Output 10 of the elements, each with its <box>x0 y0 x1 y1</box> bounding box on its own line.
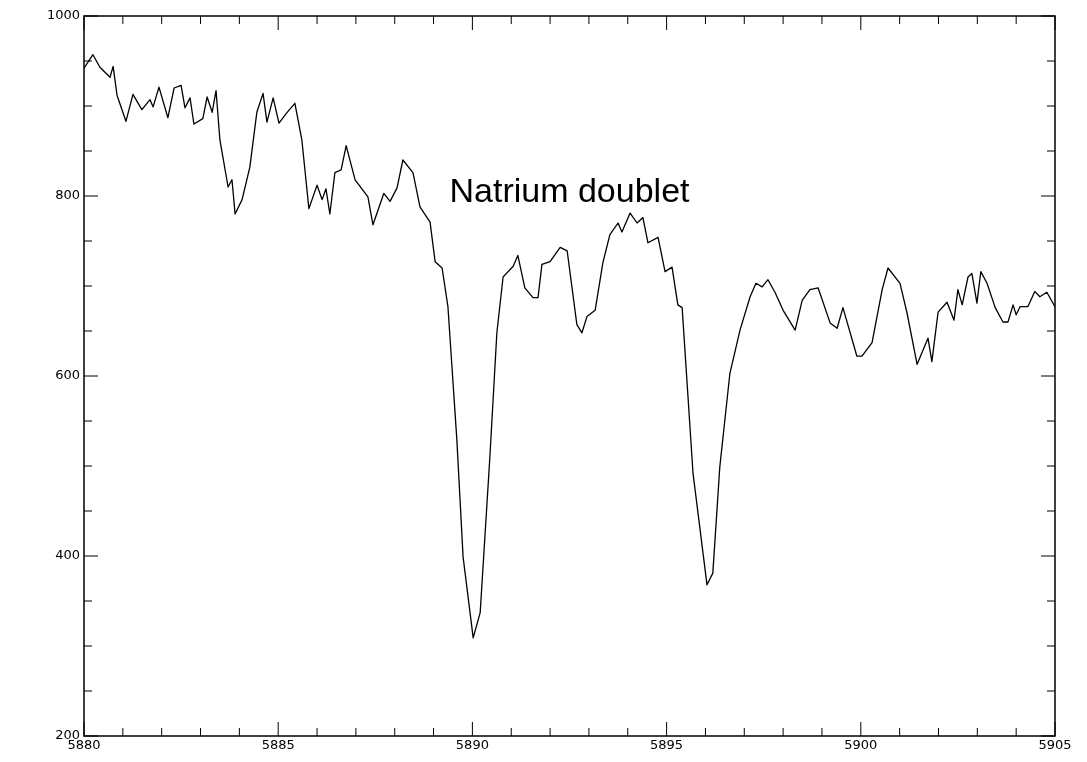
x-tick-label: 5895 <box>650 737 684 753</box>
y-tick-label: 1000 <box>46 7 80 23</box>
x-tick-label: 5900 <box>844 737 878 753</box>
y-tick-label: 600 <box>55 367 80 383</box>
annotation: Natrium doublet <box>449 170 691 209</box>
y-tick-label: 400 <box>55 547 80 563</box>
x-tick-label: 5905 <box>1038 737 1072 753</box>
x-tick-label: 5890 <box>455 737 489 753</box>
y-tick-label: 800 <box>55 187 80 203</box>
x-tick-label: 5885 <box>261 737 295 753</box>
